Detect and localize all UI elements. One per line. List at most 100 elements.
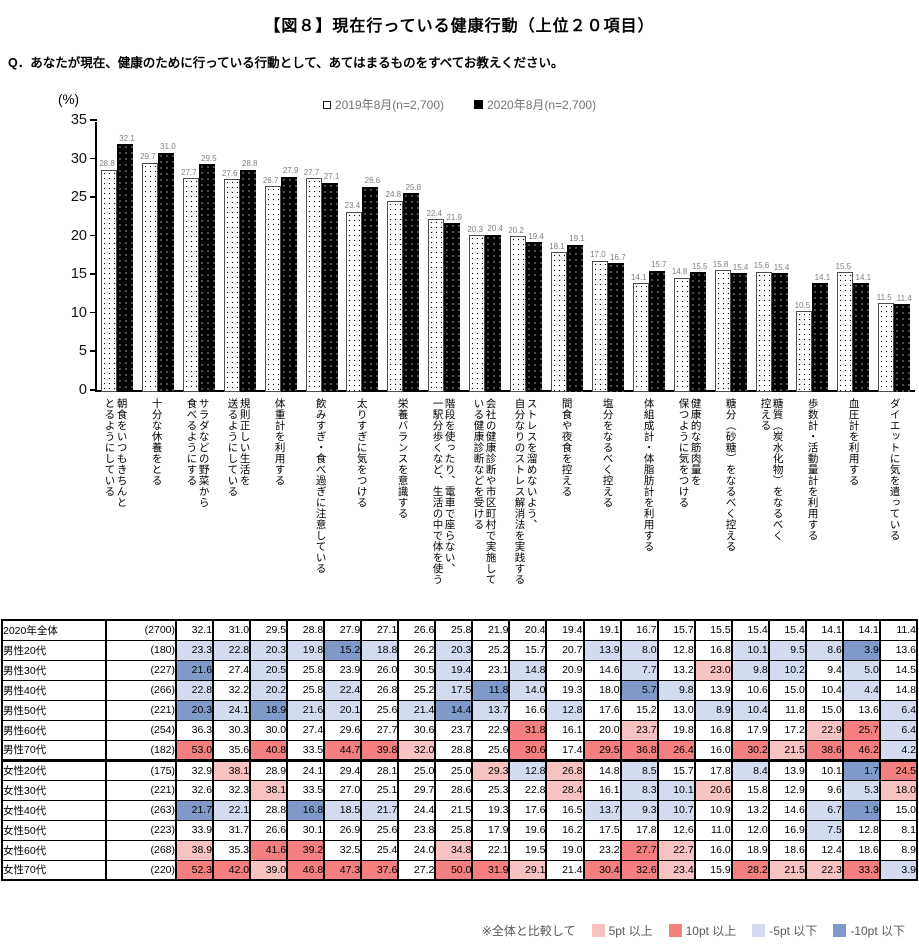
bar-group: 27.6 28.8 xyxy=(220,122,261,392)
bar-2019 xyxy=(796,311,813,392)
value-cell: 15.5 xyxy=(693,619,733,641)
value-cell: 24.5 xyxy=(878,758,919,781)
bar-group: 18.1 19.1 xyxy=(547,122,588,392)
row-n-cell: (182) xyxy=(105,739,177,761)
value-cell: 5.0 xyxy=(841,659,881,681)
value-cell: 39.0 xyxy=(249,859,289,881)
value-cell: 4.4 xyxy=(841,679,881,701)
category-label: ダイエットに気を遣っている xyxy=(888,398,901,541)
value-cell: 8.1 xyxy=(878,819,919,841)
value-cell: 27.4 xyxy=(286,719,326,741)
value-cell: 12.8 xyxy=(841,819,881,841)
value-cell: 12.0 xyxy=(730,819,770,841)
row-n-cell: (221) xyxy=(105,779,177,801)
value-cell: 28.8 xyxy=(249,799,289,821)
category-slot: 間食や夜食を控える xyxy=(546,398,587,614)
value-cell: 19.8 xyxy=(286,639,326,661)
bar-group: 29.7 31.0 xyxy=(138,122,179,392)
bar-value-label: 14.8 xyxy=(671,267,688,277)
value-cell: 25.1 xyxy=(360,779,400,801)
category-slot: 血圧計を利用する xyxy=(833,398,874,614)
y-axis-unit-label: (%) xyxy=(58,92,79,107)
value-cell: 9.4 xyxy=(804,659,844,681)
bar-2020 xyxy=(607,263,624,392)
bar-value-label: 15.6 xyxy=(753,261,770,271)
value-cell: 19.4 xyxy=(434,659,474,681)
bar-value-label: 15.5 xyxy=(691,261,708,271)
value-cell: 26.8 xyxy=(360,679,400,701)
value-cell: 28.2 xyxy=(730,859,770,881)
bar-2019 xyxy=(428,219,445,392)
value-cell: 12.9 xyxy=(767,779,807,801)
value-cell: 31.8 xyxy=(508,719,548,741)
value-cell: 16.1 xyxy=(582,779,622,801)
value-cell: 19.3 xyxy=(471,799,511,821)
value-cell: 15.7 xyxy=(508,639,548,661)
value-cell: 13.7 xyxy=(471,699,511,721)
value-cell: 21.6 xyxy=(174,659,215,681)
bar-value-label: 26.7 xyxy=(262,175,279,185)
value-cell: 25.8 xyxy=(286,659,326,681)
bar-2020 xyxy=(280,176,297,392)
row-n-cell: (221) xyxy=(105,699,177,721)
value-cell: 29.7 xyxy=(397,779,437,801)
y-axis-tick-label: 0 xyxy=(78,382,87,398)
value-cell: 13.2 xyxy=(730,799,770,821)
bar-2020 xyxy=(403,193,420,392)
bar-value-label: 16.7 xyxy=(610,252,626,262)
value-cell: 37.6 xyxy=(360,859,400,881)
bar-2020 xyxy=(566,244,583,392)
table-row: 女性30代 (221) 32.6 32.3 38.1 33.5 27.0 25.1 29.7 28… xyxy=(1,779,919,801)
value-cell: 20.3 xyxy=(249,639,289,661)
value-cell: 15.0 xyxy=(767,679,807,701)
chart-legend: 2019年8月(n=2,700) 2020年8月(n=2,700) xyxy=(0,96,919,113)
value-cell: 15.7 xyxy=(656,758,696,781)
value-cell: 13.9 xyxy=(582,639,622,661)
category-label: 朝食をいつもきちんと とるようにしている xyxy=(103,398,128,508)
value-cell: 20.7 xyxy=(545,639,585,661)
value-cell: 19.4 xyxy=(545,619,585,641)
bar-value-label: 27.7 xyxy=(303,167,320,177)
value-cell: 27.7 xyxy=(360,719,400,741)
value-cell: 34.8 xyxy=(434,839,474,861)
value-cell: 11.8 xyxy=(767,699,807,721)
category-label: 歩数計・活動量計を利用する xyxy=(806,398,819,541)
bar-value-label: 15.4 xyxy=(773,262,790,272)
row-label-cell: 男性20代 xyxy=(1,639,107,661)
category-slot: 太りすぎに気をつける xyxy=(341,398,382,614)
bar-value-label: 10.5 xyxy=(794,300,811,310)
table-row: 女性70代 (220) 52.3 42.0 39.0 46.8 47.3 37.6 27.2 50… xyxy=(1,859,919,881)
value-cell: 6.7 xyxy=(804,799,844,821)
category-slot: 糖質（炭水化物）をなるべく 控える xyxy=(751,398,792,614)
color-legend-item: -5pt 以下 xyxy=(752,922,817,939)
value-cell: 32.6 xyxy=(619,859,659,881)
row-label-cell: 女性30代 xyxy=(1,779,107,801)
value-cell: 29.1 xyxy=(508,859,548,881)
y-axis-tick xyxy=(90,273,97,275)
category-slot: 体組成計・体脂肪計を利用する xyxy=(628,398,669,614)
value-cell: 17.2 xyxy=(767,719,807,741)
value-cell: 10.1 xyxy=(656,779,696,801)
bar-value-label: 19.4 xyxy=(528,231,544,241)
category-label: 血圧計を利用する xyxy=(847,398,860,486)
row-n-cell: (180) xyxy=(105,639,177,661)
value-cell: 26.9 xyxy=(323,819,363,841)
value-cell: 1.7 xyxy=(841,758,881,781)
bar-2019 xyxy=(264,186,281,392)
category-label: 飲みすぎ・食べ過ぎに注意している xyxy=(314,398,327,574)
table-row: 男性30代 (227) 21.6 27.4 20.5 25.8 23.9 26.0 30.5 19… xyxy=(1,659,919,681)
table-row: 男性60代 (254) 36.3 30.3 30.0 27.4 29.6 27.7 30.6 23… xyxy=(1,719,919,741)
value-cell: 25.8 xyxy=(434,619,474,641)
value-cell: 22.9 xyxy=(804,719,844,741)
bar-value-label: 27.9 xyxy=(282,166,299,176)
value-cell: 8.4 xyxy=(730,758,770,781)
value-cell: 17.6 xyxy=(582,699,622,721)
bar-value-label: 24.8 xyxy=(385,190,402,200)
category-label: 規則正しい生活を 送るようにしている xyxy=(226,398,251,497)
value-cell: 8.0 xyxy=(619,639,659,661)
color-legend-label: -10pt 以下 xyxy=(850,924,905,938)
y-axis-tick-label: 35 xyxy=(70,112,87,128)
bar-value-label: 22.4 xyxy=(426,208,443,218)
bar-2019 xyxy=(591,260,608,392)
row-n-cell: (220) xyxy=(105,859,177,881)
